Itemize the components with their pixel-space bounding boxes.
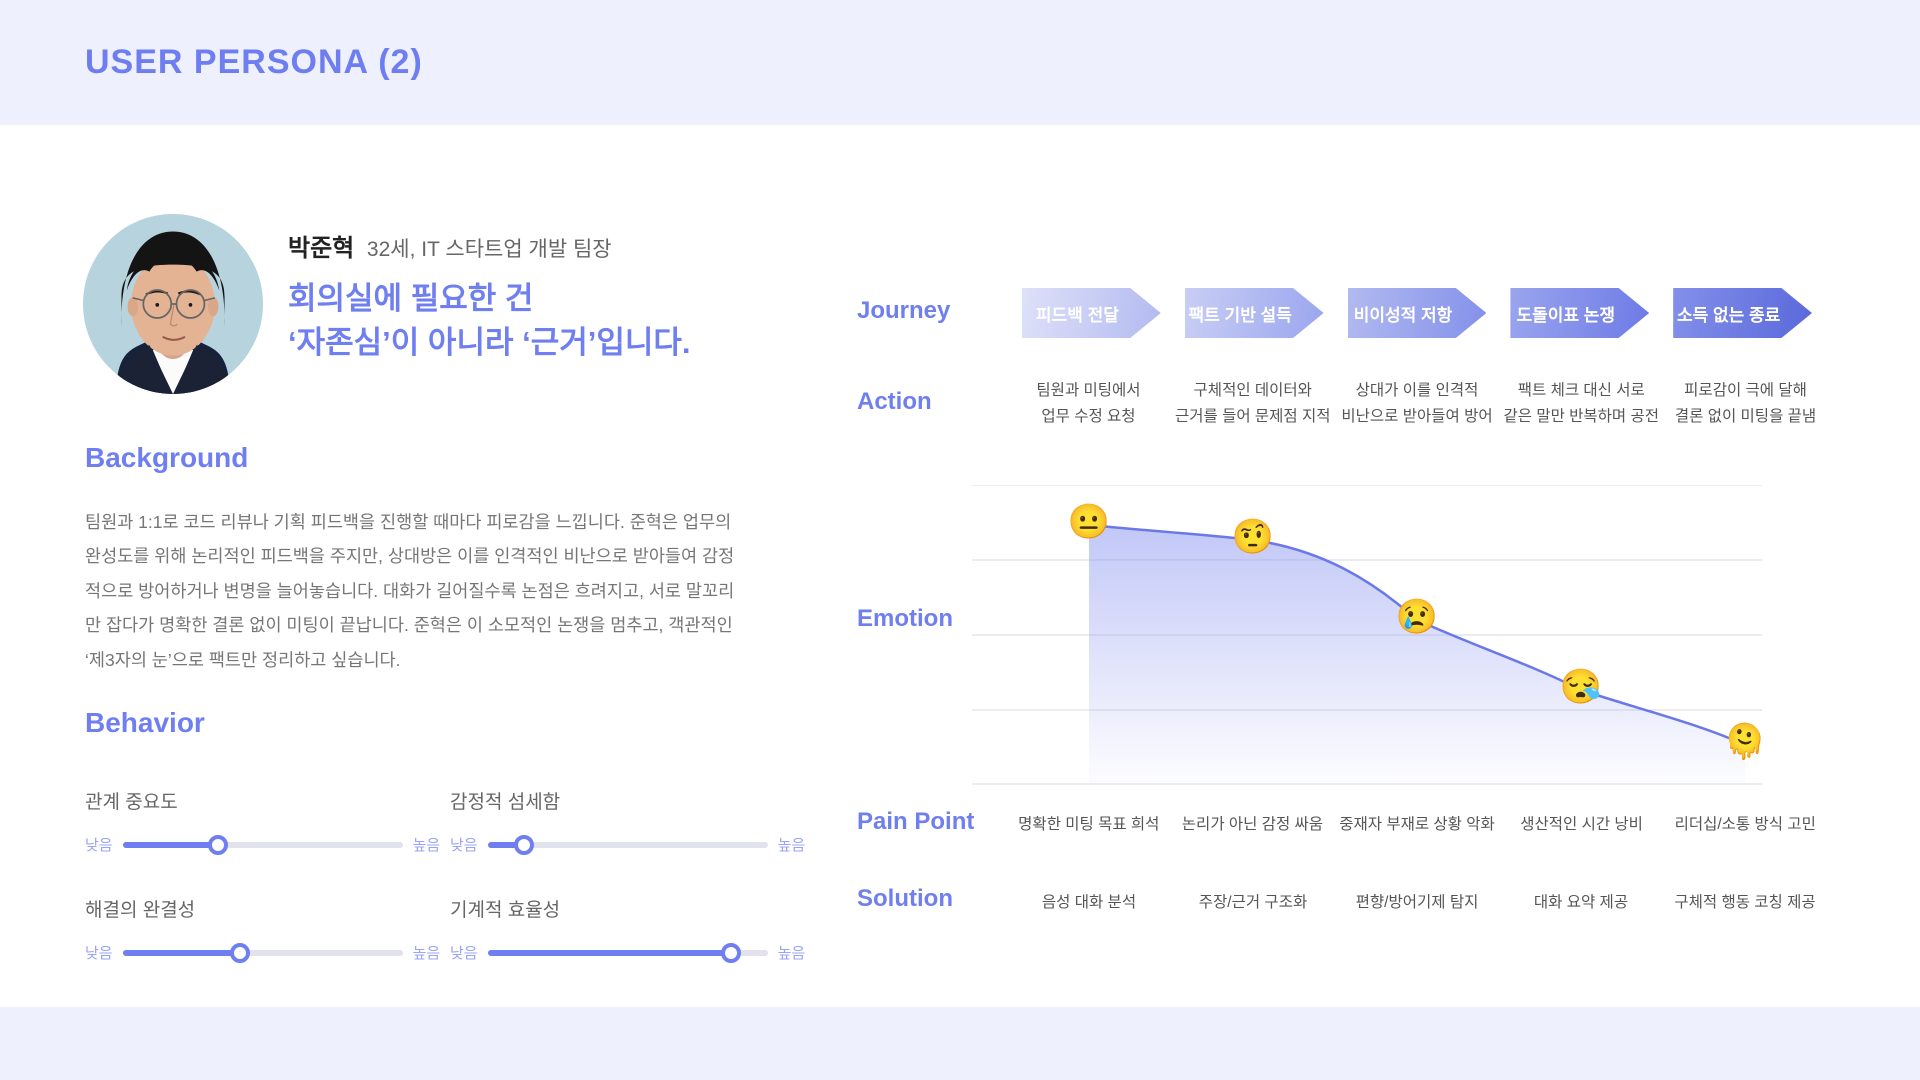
svg-text:🫠: 🫠: [1724, 719, 1762, 761]
svg-text:🤨: 🤨: [1232, 518, 1274, 556]
svg-text:😢: 😢: [1396, 598, 1438, 636]
svg-text:😪: 😪: [1560, 668, 1604, 706]
svg-text:😐: 😐: [1068, 503, 1110, 541]
